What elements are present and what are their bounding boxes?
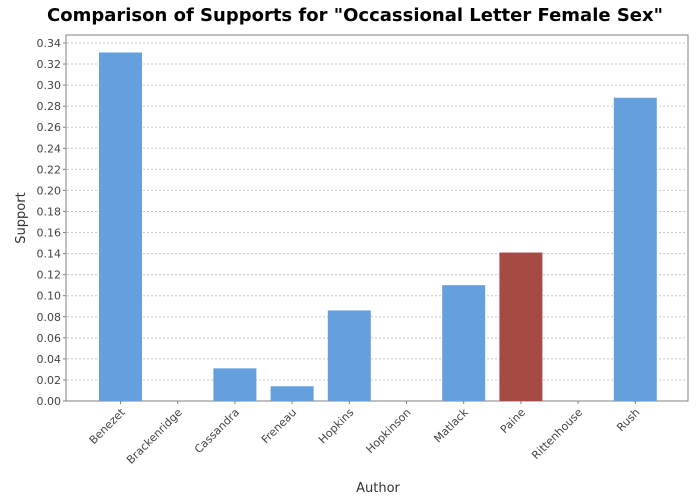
bar-hopkins <box>327 310 371 401</box>
y-tick-label: 0.08 <box>37 311 62 324</box>
x-tick-label: Benezet <box>87 405 128 446</box>
y-tick-label: 0.26 <box>37 121 62 134</box>
y-tick-label: 0.28 <box>37 100 62 113</box>
y-tick-label: 0.12 <box>37 269 62 282</box>
x-tick-label: Rittenhouse <box>529 406 585 462</box>
x-tick-label: Brackenridge <box>124 406 185 467</box>
y-tick-label: 0.20 <box>37 184 62 197</box>
bar-freneau <box>270 386 314 401</box>
y-tick-label: 0.06 <box>37 332 62 345</box>
y-tick-label: 0.18 <box>37 205 62 218</box>
y-axis-label: Support <box>14 192 29 243</box>
bar-benezet <box>99 52 142 402</box>
x-tick-label: Matlack <box>431 405 471 445</box>
bar-matlack <box>442 285 486 401</box>
x-axis-label: Author <box>356 481 400 496</box>
bar-rush <box>613 97 657 402</box>
bar-cassandra <box>213 368 257 401</box>
y-tick-label: 0.22 <box>37 163 62 176</box>
y-tick-label: 0.34 <box>37 37 62 50</box>
x-tick-label: Hopkinson <box>364 406 414 456</box>
x-tick-label: Freneau <box>259 406 299 446</box>
bar-paine <box>499 252 543 401</box>
x-tick-label: Hopkins <box>316 406 357 447</box>
chart-title: Comparison of Supports for "Occassional … <box>47 5 663 26</box>
x-tick-label: Paine <box>498 406 528 436</box>
y-tick-label: 0.02 <box>37 374 62 387</box>
y-tick-label: 0.32 <box>37 58 62 71</box>
x-tick-label: Rush <box>614 406 642 434</box>
y-tick-label: 0.04 <box>37 353 62 366</box>
y-tick-label: 0.14 <box>37 248 62 261</box>
x-tick-label: Cassandra <box>192 406 242 456</box>
y-tick-label: 0.10 <box>37 290 62 303</box>
y-tick-label: 0.00 <box>37 395 62 408</box>
plot-area <box>65 34 689 402</box>
y-tick-label: 0.30 <box>37 79 62 92</box>
y-tick-label: 0.16 <box>37 227 62 240</box>
y-tick-label: 0.24 <box>37 142 62 155</box>
